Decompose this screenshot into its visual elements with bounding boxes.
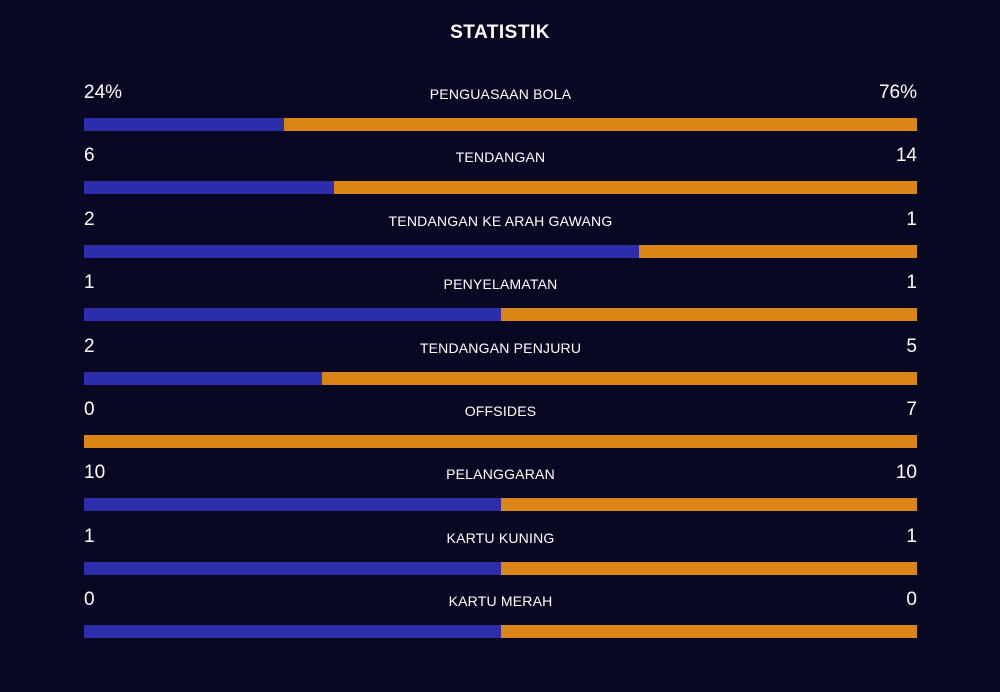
away-bar (283, 118, 917, 131)
stat-label: OFFSIDES (464, 402, 537, 419)
home-bar (84, 118, 284, 131)
comparison-bar (84, 371, 917, 385)
home-value: 0 (84, 398, 95, 420)
stat-label: PENYELAMATAN (443, 276, 558, 293)
stat-label: TENDANGAN (455, 149, 546, 166)
home-value: 6 (84, 145, 95, 167)
home-bar (84, 244, 640, 258)
comparison-bar (84, 561, 917, 575)
stat-row-possession: 24% PENGUASAAN BOLA 76% (84, 80, 917, 143)
away-bar (84, 434, 917, 448)
home-value: 1 (84, 272, 95, 294)
home-bar (84, 625, 501, 639)
away-value: 1 (906, 208, 917, 230)
away-bar (639, 244, 917, 258)
home-value: 1 (84, 525, 95, 547)
stat-row-fouls: 10 PELANGGARAN 10 (84, 460, 917, 523)
away-bar (500, 308, 917, 322)
stat-label: TENDANGAN PENJURU (419, 339, 582, 356)
home-value: 24% (84, 82, 123, 103)
home-value: 10 (84, 462, 106, 484)
stat-row-yellow-cards: 1 KARTU KUNING 1 (84, 524, 917, 587)
away-value: 1 (906, 272, 917, 294)
stat-row-shots-on-target: 2 TENDANGAN KE ARAH GAWANG 1 (84, 207, 917, 270)
away-value: 0 (906, 589, 917, 611)
comparison-bar (84, 181, 917, 195)
home-bar (84, 371, 322, 385)
stat-row-shots: 6 TENDANGAN 14 (84, 143, 917, 206)
stat-label: PELANGGARAN (446, 466, 555, 483)
away-bar (500, 561, 917, 575)
home-bar (84, 181, 334, 195)
home-bar (84, 561, 501, 575)
comparison-bar (84, 434, 917, 448)
stat-label: KARTU KUNING (446, 529, 555, 546)
away-value: 1 (906, 525, 917, 547)
stat-row-corners: 2 TENDANGAN PENJURU 5 (84, 334, 917, 397)
stat-row-red-cards: 0 KARTU MERAH 0 (84, 587, 917, 650)
comparison-bar (84, 118, 917, 131)
away-bar (333, 181, 917, 195)
away-value: 14 (895, 145, 917, 167)
stat-row-saves: 1 PENYELAMATAN 1 (84, 270, 917, 333)
away-value: 76% (878, 82, 917, 103)
stats-list: 24% PENGUASAAN BOLA 76% 6 TENDANGAN 14 2… (84, 80, 917, 651)
away-bar (500, 498, 917, 512)
comparison-bar (84, 625, 917, 639)
away-value: 7 (906, 398, 917, 420)
home-value: 2 (84, 208, 95, 230)
home-value: 2 (84, 335, 95, 357)
home-value: 0 (84, 589, 95, 611)
away-value: 5 (906, 335, 917, 357)
page-title: STATISTIK (450, 22, 550, 43)
home-bar (84, 498, 501, 512)
home-bar (84, 308, 501, 322)
comparison-bar (84, 308, 917, 322)
away-bar (322, 371, 917, 385)
stat-label: KARTU MERAH (448, 593, 553, 610)
away-bar (500, 625, 917, 639)
stat-label: TENDANGAN KE ARAH GAWANG (388, 212, 613, 229)
stat-row-offsides: 0 OFFSIDES 7 (84, 397, 917, 460)
away-value: 10 (895, 462, 917, 484)
comparison-bar (84, 244, 917, 258)
comparison-bar (84, 498, 917, 512)
stat-label: PENGUASAAN BOLA (429, 86, 572, 102)
